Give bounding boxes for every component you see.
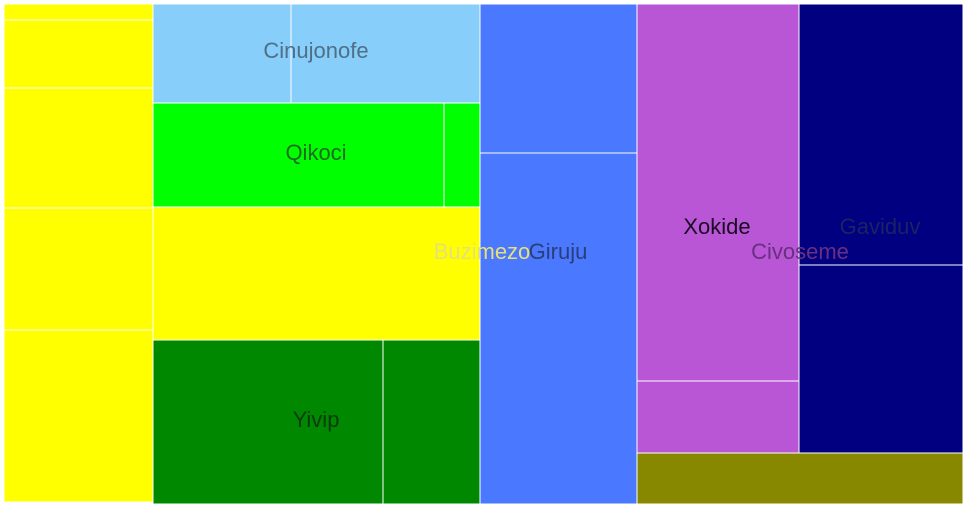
treemap-cell-buzimezo-4 xyxy=(3,329,154,503)
treemap-cell-yivip-1 xyxy=(382,339,481,505)
treemap-cell-cinujonofe-0 xyxy=(152,3,292,104)
treemap-cell-cinujonofe-1 xyxy=(290,3,481,104)
cell-label-xokide: Xokide xyxy=(683,214,750,239)
treemap-cell-qikoci-0 xyxy=(152,102,445,208)
treemap-cell-civoseme-3 xyxy=(798,264,964,454)
treemap-cell-buzimezo-2 xyxy=(3,87,154,209)
treemap-cell-yivip-0 xyxy=(152,339,384,505)
treemap-cell-buzimezo-1 xyxy=(3,19,154,89)
group-label-buzimezo: Buzimezo xyxy=(434,239,531,264)
treemap-cell-civoseme-2 xyxy=(798,3,964,266)
treemap-cell-giruju-0 xyxy=(479,3,638,154)
treemap-cell-giruju-1 xyxy=(479,152,638,505)
treemap-cell-buzimezo-5 xyxy=(152,206,481,341)
cell-label-gaviduv: Gaviduv xyxy=(840,214,921,239)
treemap-cell-qikoci-1 xyxy=(443,102,481,208)
treemap-cell-buzimezo-0 xyxy=(3,3,154,21)
group-label-yivip: Yivip xyxy=(293,407,340,432)
group-label-giruju: Giruju xyxy=(529,239,588,264)
treemap-cell-civoseme-0 xyxy=(636,3,800,382)
treemap-cell-civoseme-4 xyxy=(636,452,964,505)
treemap-cell-civoseme-1 xyxy=(636,380,800,454)
treemap-cell-buzimezo-3 xyxy=(3,207,154,331)
group-label-qikoci: Qikoci xyxy=(285,140,346,165)
group-label-civoseme: Civoseme xyxy=(751,239,849,264)
group-label-cinujonofe: Cinujonofe xyxy=(263,38,368,63)
